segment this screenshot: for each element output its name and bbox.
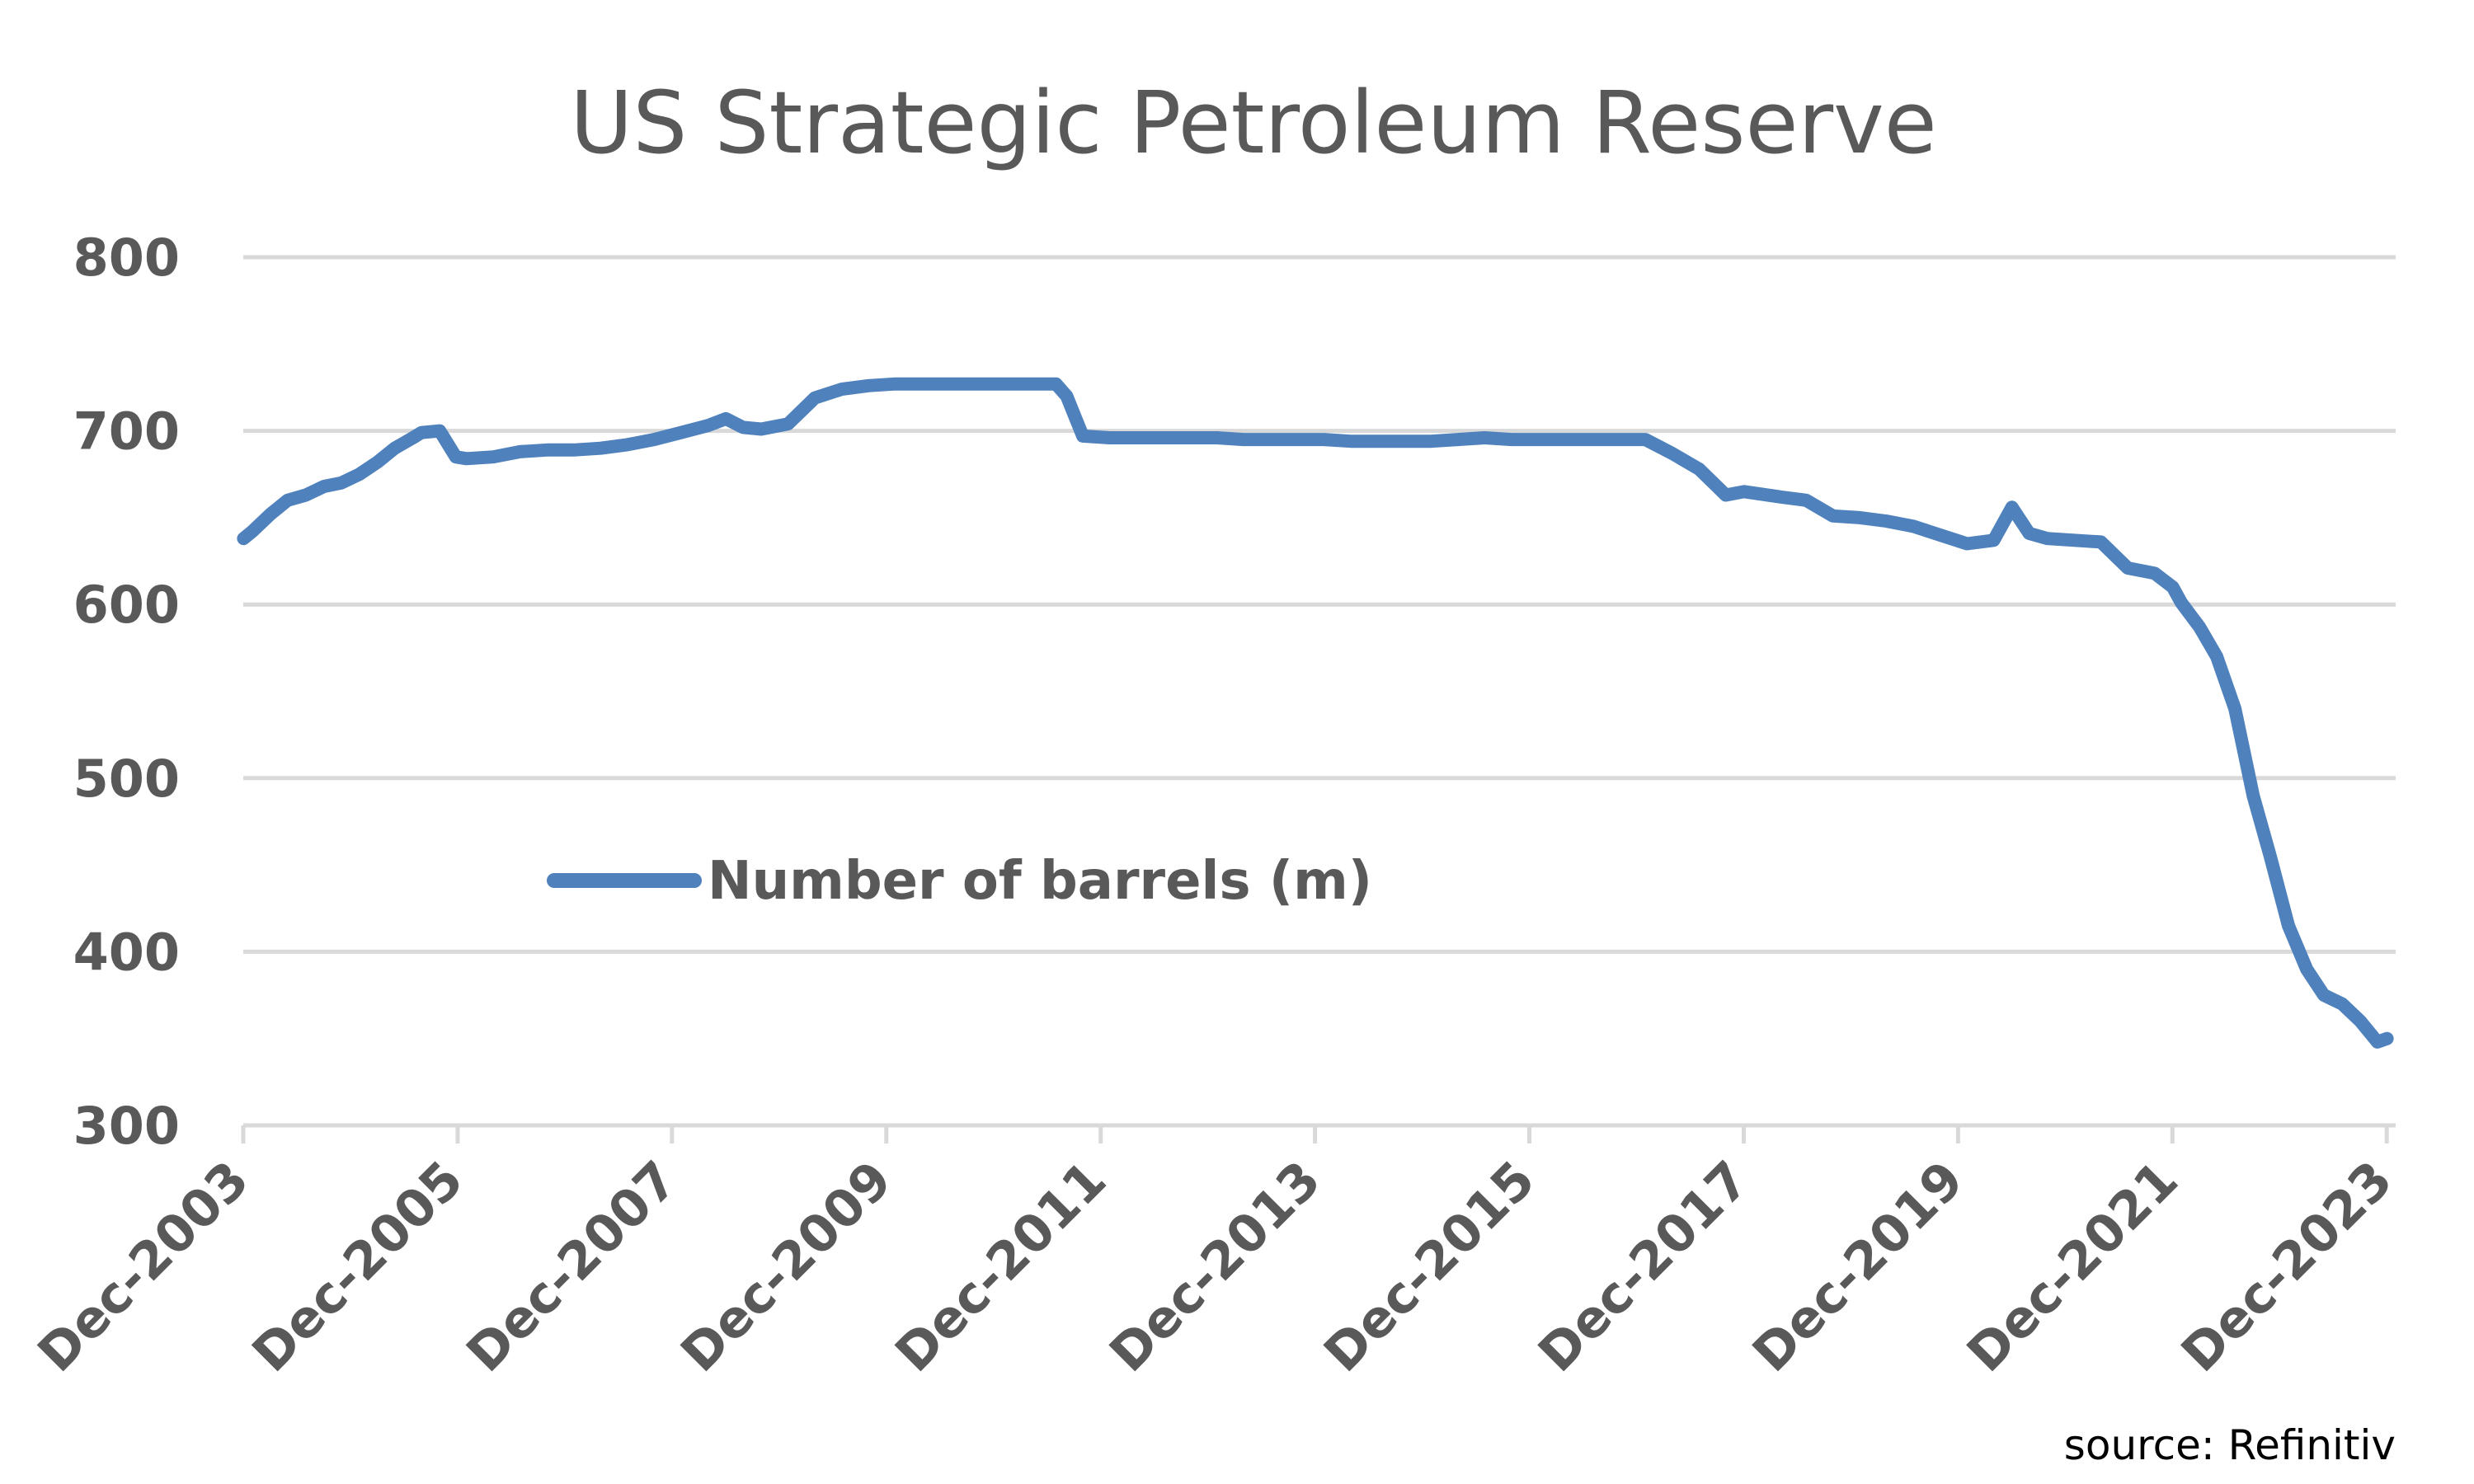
x-tick-label: Dec-2013 xyxy=(1098,1149,1332,1383)
y-tick-label: 800 xyxy=(73,228,180,288)
gridlines xyxy=(243,255,2396,954)
y-tick-label: 400 xyxy=(73,922,180,982)
x-tick-label: Dec-2003 xyxy=(26,1149,261,1383)
y-tick-label: 600 xyxy=(73,575,180,635)
x-axis-tick-labels: Dec-2003Dec-2005Dec-2007Dec-2009Dec-2011… xyxy=(26,1149,2404,1383)
x-tick-label: Dec-2007 xyxy=(455,1149,689,1383)
y-tick-label: 300 xyxy=(73,1096,180,1156)
x-tick-label: Dec-2015 xyxy=(1312,1149,1546,1383)
legend: Number of barrels (m) xyxy=(547,851,1372,912)
y-axis-tick-labels: 300 400 500 600 700 800 xyxy=(73,228,180,1156)
x-tick-label: Dec-2011 xyxy=(883,1149,1117,1383)
source-note: source: Refinitiv xyxy=(2064,1421,2396,1469)
x-tick-label: Dec-2017 xyxy=(1526,1149,1761,1383)
x-tick-label: Dec-2023 xyxy=(2170,1149,2404,1383)
x-axis xyxy=(241,1123,2396,1144)
x-tick-label: Dec-2019 xyxy=(1741,1149,1975,1383)
x-tick-label: Dec-2005 xyxy=(241,1149,475,1383)
series-layer xyxy=(237,377,2394,1049)
y-tick-label: 500 xyxy=(73,749,180,809)
legend-label: Number of barrels (m) xyxy=(708,851,1372,912)
x-tick-label: Dec-2021 xyxy=(1955,1149,2189,1383)
chart-title: US Strategic Petroleum Reserve xyxy=(570,73,1936,173)
x-tick-label: Dec-2009 xyxy=(669,1149,903,1383)
series-line-barrels xyxy=(237,377,2394,1049)
y-tick-label: 700 xyxy=(73,402,180,462)
